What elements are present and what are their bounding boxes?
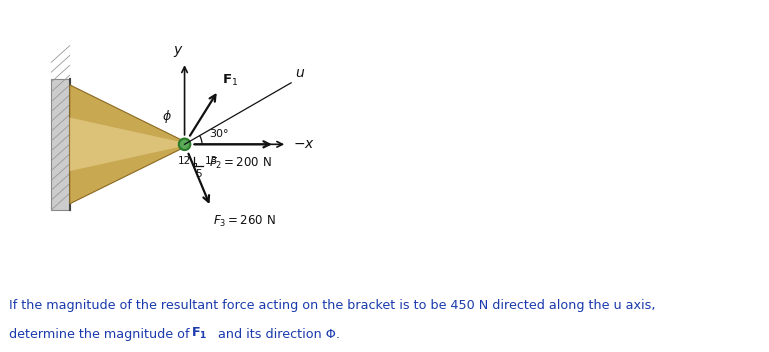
- Text: 13: 13: [205, 156, 218, 166]
- Text: $u$: $u$: [295, 66, 305, 80]
- Text: 12: 12: [178, 156, 191, 166]
- Text: $-x$: $-x$: [293, 137, 315, 151]
- Polygon shape: [70, 118, 185, 171]
- Text: and its direction Φ.: and its direction Φ.: [214, 328, 340, 341]
- Text: $\phi$: $\phi$: [162, 108, 172, 125]
- Circle shape: [179, 139, 190, 150]
- Text: $F_3 = 260\ \mathrm{N}$: $F_3 = 260\ \mathrm{N}$: [213, 214, 275, 229]
- Text: If the magnitude of the resultant force acting on the bracket is to be 450 N dir: If the magnitude of the resultant force …: [9, 298, 656, 312]
- Text: y: y: [173, 43, 181, 57]
- Text: $\mathbf{F_1}$: $\mathbf{F_1}$: [191, 326, 207, 341]
- Text: determine the magnitude of: determine the magnitude of: [9, 328, 194, 341]
- Polygon shape: [52, 79, 70, 210]
- Text: $F_2 = 200\ \mathrm{N}$: $F_2 = 200\ \mathrm{N}$: [208, 156, 271, 171]
- Text: $\mathbf{F}_1$: $\mathbf{F}_1$: [221, 73, 238, 88]
- Polygon shape: [70, 85, 185, 204]
- Text: 5: 5: [195, 169, 201, 178]
- Text: 30°: 30°: [209, 129, 228, 139]
